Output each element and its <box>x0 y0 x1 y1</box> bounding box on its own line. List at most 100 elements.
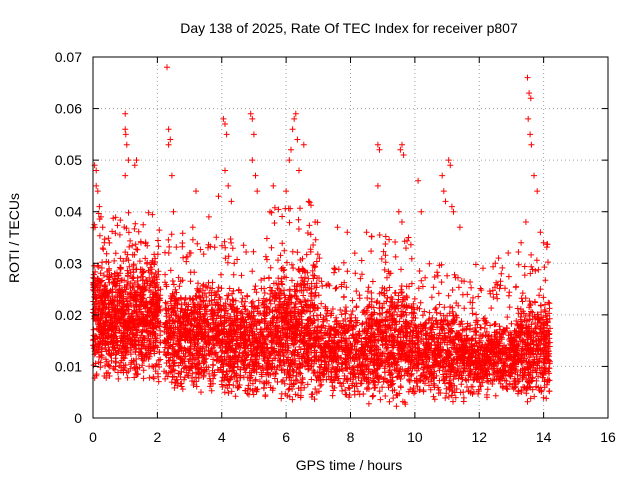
data-point <box>312 236 319 243</box>
data-point <box>198 335 205 342</box>
data-point <box>308 376 315 383</box>
data-point <box>224 310 231 317</box>
data-point <box>306 222 313 229</box>
data-point <box>235 286 242 293</box>
data-point <box>172 286 179 293</box>
data-point <box>202 283 209 290</box>
data-point <box>243 249 250 255</box>
data-point <box>100 246 107 253</box>
data-point <box>241 303 248 309</box>
data-point <box>213 356 220 363</box>
data-point <box>112 276 119 283</box>
data-point <box>157 356 164 363</box>
data-point <box>267 300 274 307</box>
data-point <box>105 347 112 354</box>
data-point <box>94 275 101 282</box>
data-point <box>113 308 120 315</box>
data-point <box>101 335 108 342</box>
data-point <box>436 367 443 374</box>
data-point <box>428 294 435 301</box>
data-point <box>144 259 151 266</box>
data-point <box>407 241 414 248</box>
data-point <box>187 321 194 328</box>
data-point <box>98 329 105 336</box>
data-point <box>106 267 112 274</box>
data-point <box>143 351 150 358</box>
data-point <box>278 395 285 402</box>
data-point <box>98 265 105 271</box>
data-point <box>290 265 297 272</box>
data-point <box>298 274 305 281</box>
data-point <box>209 367 216 374</box>
data-point <box>339 387 346 394</box>
data-point <box>95 359 102 365</box>
data-point <box>184 337 191 344</box>
data-point <box>127 292 134 298</box>
data-point <box>189 328 196 335</box>
data-point <box>306 199 313 206</box>
data-point <box>356 295 363 302</box>
data-point <box>165 357 172 364</box>
data-point <box>125 257 132 264</box>
data-point <box>370 392 377 399</box>
data-point <box>92 360 99 367</box>
data-point <box>140 221 147 228</box>
data-point <box>248 341 255 348</box>
data-point <box>147 269 154 276</box>
data-point <box>246 375 253 382</box>
data-point <box>131 374 138 381</box>
data-point <box>162 299 169 306</box>
data-point <box>230 287 237 294</box>
data-point <box>111 332 118 339</box>
data-point <box>93 372 100 379</box>
data-point <box>179 309 186 316</box>
data-point <box>111 302 118 309</box>
data-point <box>119 303 126 310</box>
data-point <box>368 248 375 255</box>
data-point <box>191 332 198 339</box>
data-point <box>121 325 128 332</box>
data-point <box>437 390 444 396</box>
data-point <box>209 306 216 313</box>
data-point <box>97 338 104 345</box>
data-point <box>155 378 162 385</box>
data-point <box>127 237 134 244</box>
data-point <box>202 328 209 335</box>
data-point <box>124 374 131 381</box>
data-point <box>129 317 136 324</box>
data-point <box>266 275 272 282</box>
data-point <box>267 284 273 291</box>
data-point <box>173 340 179 347</box>
data-point <box>139 268 146 275</box>
data-point <box>162 279 168 286</box>
data-point <box>170 281 177 288</box>
data-point <box>146 312 153 319</box>
data-point <box>251 361 258 368</box>
data-point <box>120 258 127 265</box>
data-point <box>135 371 141 377</box>
data-point <box>194 361 201 367</box>
data-point <box>198 389 204 396</box>
data-point <box>352 270 359 277</box>
data-point <box>121 319 127 326</box>
data-point <box>254 386 261 393</box>
data-point <box>272 371 279 377</box>
data-point <box>131 342 138 349</box>
data-point <box>115 287 121 294</box>
data-point <box>211 296 218 303</box>
data-point <box>208 387 215 394</box>
data-point <box>438 279 445 286</box>
data-point <box>133 338 140 345</box>
data-point <box>171 373 177 380</box>
data-point <box>110 215 117 222</box>
data-point <box>206 340 213 347</box>
data-point <box>138 350 145 357</box>
data-point <box>405 234 412 241</box>
data-point <box>195 336 202 343</box>
data-point <box>183 332 190 339</box>
data-point <box>256 319 263 326</box>
data-point <box>286 286 293 293</box>
data-point <box>187 334 194 341</box>
data-point <box>261 290 268 296</box>
data-point <box>332 285 339 292</box>
